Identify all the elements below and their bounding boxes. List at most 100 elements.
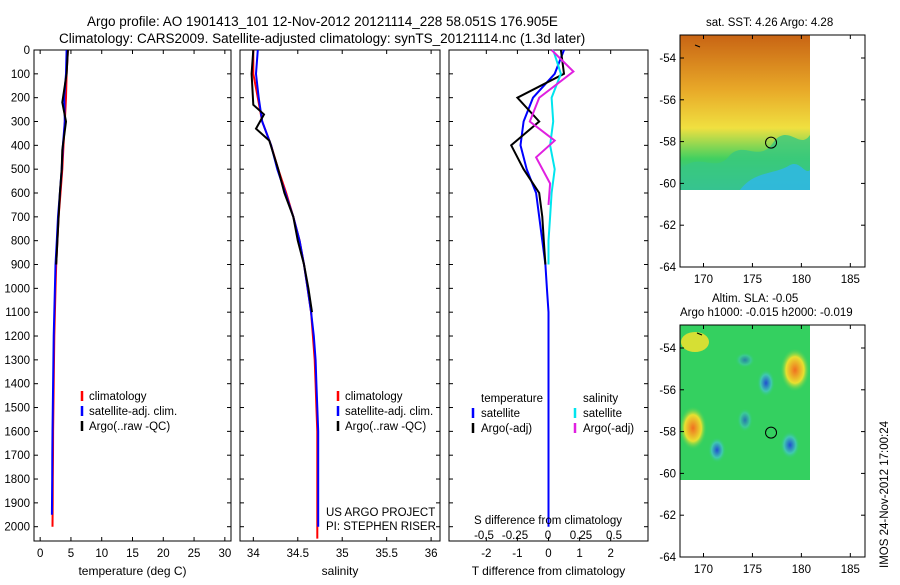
legend-label: satellite [481,408,520,420]
lat-tick-label: -58 [659,427,676,439]
sla-map-frame [679,324,866,558]
depth-tick-label: 0 [24,45,30,57]
lon-tick-label: 170 [694,564,713,576]
legend-label: climatology [345,391,403,403]
s-tick-label: -0.5 [474,530,494,542]
lat-tick-label: -54 [659,343,676,355]
x-tick-label: 35.5 [375,548,397,560]
depth-tick-label: 1200 [4,331,30,343]
depth-tick-label: 1500 [4,403,30,415]
legend-title-temperature: temperature [481,393,543,405]
x-tick-label: 0 [545,548,551,560]
depth-tick-label: 200 [11,93,30,105]
sla-map-high-3 [780,348,810,392]
sla-map: Altim. SLA: -0.05 Argo h1000: -0.015 h20… [659,293,866,576]
legend-label: climatology [89,391,147,403]
x-tick-label: 1 [576,548,582,560]
sla-map-high-1 [681,332,709,352]
lon-tick-label: 170 [694,274,713,286]
lon-tick-label: 185 [841,274,860,286]
s-tick-label: 0 [545,530,551,542]
sst-map-title: sat. SST: 4.26 Argo: 4.28 [706,17,833,29]
x-tick-label: 34 [247,548,260,560]
salinity-panel: 34 34.5 35 35.5 36 salinity climatology satelli… [239,49,441,578]
x-tick-label: 36 [425,548,438,560]
legend-label: satellite-adj. clim. [345,406,433,418]
header-line-1: Argo profile: AO 1901413_101 12-Nov-2012… [87,14,558,29]
series-salinity-argo-adj- [528,49,575,205]
depth-tick-label: 2000 [4,522,30,534]
lat-tick-label: -62 [659,220,676,232]
x-tick-label: 34.5 [287,548,309,560]
lat-tick-label: -62 [659,510,676,522]
temperature-frame [33,49,232,542]
header-line-2: Climatology: CARS2009. Satellite-adjuste… [59,31,585,46]
depth-tick-label: 700 [11,212,30,224]
sla-map-arrow [696,332,703,336]
depth-tick-label: 400 [11,140,30,152]
x-tick-label: -2 [481,548,491,560]
lat-tick-label: -54 [659,53,676,65]
side-stamp: IMOS 24-Nov-2012 17:00:24 [879,420,891,568]
lat-tick-label: -64 [659,262,676,274]
lat-tick-label: -56 [659,95,676,107]
lat-tick-label: -60 [659,178,676,190]
lon-tick-label: 185 [841,564,860,576]
depth-tick-label: 500 [11,164,30,176]
depth-tick-label: 900 [11,260,30,272]
sla-map-low-2 [708,437,726,463]
sst-map-arrow [694,44,701,48]
temperature-panel: 0100200300400500600700800900100011001200… [4,45,232,578]
x-tick-label: 0 [37,548,43,560]
legend-title-salinity: salinity [583,393,618,405]
sla-map-low-3 [780,431,800,459]
lon-tick-label: 175 [743,274,762,286]
x-tick-label: 35 [336,548,349,560]
sla-map-high-2 [679,406,707,450]
sst-map: sat. SST: 4.26 Argo: 4.28 -54 -56 -58 -60 -6… [659,17,866,286]
s-tick-label: -0.25 [502,530,528,542]
sla-map-low-1 [757,369,775,397]
depth-tick-label: 800 [11,236,30,248]
lon-tick-label: 180 [792,564,811,576]
series-argo-raw-qc- [55,49,69,265]
sst-map-argo-marker [765,136,778,149]
x-tick-label: 2 [607,548,613,560]
legend-label: Argo(..raw -QC) [345,421,426,433]
series-temperature-satellite [519,49,565,527]
depth-tick-label: 1700 [4,450,30,462]
pi-annotation: PI: STEPHEN RISER [326,521,436,533]
difference-panel: -2 -1 0 1 2 T difference from climatology temp… [448,49,649,578]
salinity-frame [239,49,441,542]
series-argo-raw-qc- [250,49,313,313]
sla-map-subtitle: Argo h1000: -0.015 h2000: -0.019 [680,307,853,319]
s-tick-label: 0.25 [570,530,592,542]
x-tick-label: 30 [218,548,231,560]
depth-tick-label: 600 [11,188,30,200]
depth-tick-label: 1800 [4,474,30,486]
lon-tick-label: 175 [743,564,762,576]
sla-map-low-4 [737,408,753,432]
sst-map-cold-core [740,163,810,190]
lat-tick-label: -56 [659,385,676,397]
depth-tick-label: 1100 [5,307,30,319]
depth-tick-label: 100 [11,69,30,81]
x-tick-label: 15 [126,548,139,560]
legend-label: satellite-adj. clim. [89,406,177,418]
legend-label: Argo(..raw -QC) [89,421,170,433]
depth-tick-label: 1300 [4,355,30,367]
x-tick-label: -1 [512,548,522,560]
x-tick-label: 25 [188,548,201,560]
x-tick-label: 20 [157,548,170,560]
depth-tick-label: 1400 [4,379,30,391]
pi-annotation: US ARGO PROJECT [326,507,435,519]
lat-tick-label: -60 [659,468,676,480]
s-tick-label: 0.5 [606,530,622,542]
temperature-xlabel: temperature (deg C) [78,564,186,578]
lon-tick-label: 180 [792,274,811,286]
legend-label: Argo(-adj) [481,423,532,435]
series-temperature-argo-adj- [509,49,566,265]
salinity-xlabel: salinity [322,564,359,578]
sst-map-frame [679,34,866,268]
